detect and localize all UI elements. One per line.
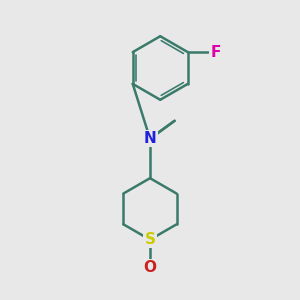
Text: O: O <box>143 260 157 275</box>
Text: F: F <box>210 45 220 60</box>
Text: S: S <box>145 232 155 247</box>
Text: N: N <box>144 131 156 146</box>
